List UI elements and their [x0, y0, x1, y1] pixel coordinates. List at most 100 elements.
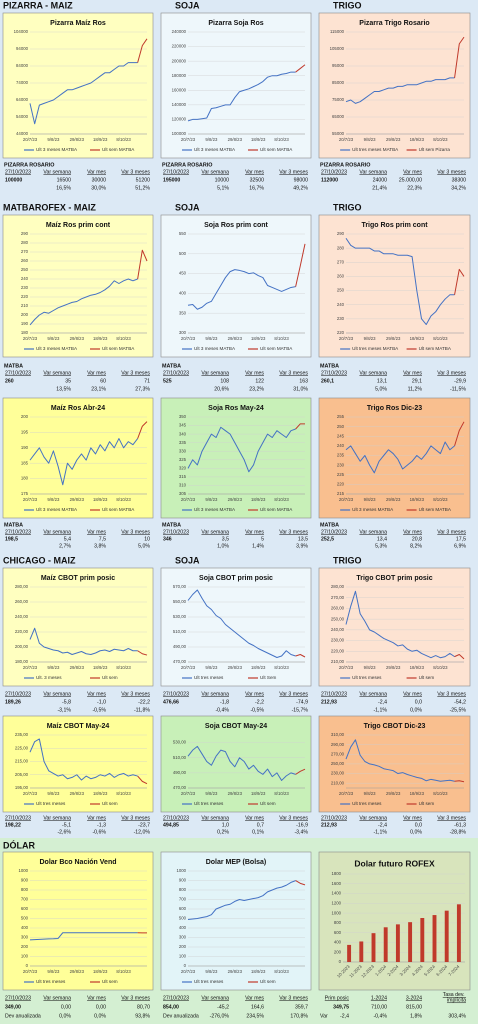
y-tick-label: 245: [337, 433, 345, 438]
x-tick-label: 9/8/23: [47, 791, 60, 796]
x-tick-label: 8/10/23: [274, 969, 289, 974]
table-header: 27/10/2023: [321, 815, 347, 821]
series-line: [29, 62, 138, 125]
y-tick-label: 300: [21, 935, 29, 940]
table-header: Var mes: [245, 995, 264, 1001]
y-tick-label: 550,00: [173, 599, 187, 604]
y-tick-label: 530,00: [173, 740, 187, 745]
legend-label: Ult 3 meses MATBA: [352, 507, 394, 512]
legend-label: Ult tres meses: [194, 801, 224, 806]
x-tick-label: 18/9/23: [410, 665, 425, 670]
table-cell: 24000: [373, 177, 388, 183]
x-tick-label: 18/9/23: [251, 665, 266, 670]
table-cell: 349,00: [5, 1004, 21, 1010]
y-tick-label: 75000: [332, 97, 345, 102]
y-tick-label: 64000: [16, 97, 29, 102]
bar: [408, 922, 413, 962]
y-tick-label: 100000: [172, 131, 187, 136]
table-cell: 6,9%: [454, 543, 466, 549]
x-tick-label: 29/8/23: [228, 969, 243, 974]
series-line: [454, 780, 465, 783]
table-cell: -16,9: [296, 822, 308, 828]
x-tick-label: 20/7/23: [181, 969, 196, 974]
y-tick-label: 100: [21, 954, 29, 959]
table-header: Var semana: [359, 370, 387, 376]
x-tick-label: 20/7/23: [23, 969, 38, 974]
chart-title: Pizarra Trigo Rosario: [359, 20, 429, 27]
table-header: Var 3 meses: [121, 529, 150, 535]
table-cell: 3,5: [222, 536, 229, 542]
y-tick-label: 490,00: [173, 770, 187, 775]
x-tick-label: 29/8/23: [386, 137, 401, 142]
table-cell: 349,75: [333, 1004, 349, 1010]
y-tick-label: 240,00: [15, 614, 29, 619]
legend-label: Ult Sem: [260, 675, 277, 680]
table-cell: 494,85: [163, 822, 179, 828]
table-header: Var mes: [245, 815, 264, 821]
x-tick-label: 9/8/23: [364, 137, 377, 142]
y-tick-label: 240,00: [331, 627, 345, 632]
x-tick-label: 9/8/23: [364, 791, 377, 796]
y-tick-label: 350: [179, 414, 187, 419]
section-header: DÓLAR: [3, 839, 35, 850]
table-cell: 13,4: [377, 536, 387, 542]
x-tick-label: 9/8/23: [205, 791, 218, 796]
y-tick-label: 320: [179, 465, 187, 470]
table-header: Var 3 meses: [121, 370, 150, 376]
y-tick-label: 260: [337, 274, 345, 279]
chart-panel: [2, 214, 154, 358]
table-cell: 49,2%: [293, 185, 308, 191]
y-tick-label: 0: [184, 963, 187, 968]
chart-title: Pizarra Soja Ros: [208, 20, 263, 27]
y-tick-label: 180,00: [15, 659, 29, 664]
x-tick-label: 29/8/23: [228, 497, 243, 502]
table-header: Var 3 meses: [437, 169, 466, 175]
x-tick-label: 20/7/23: [339, 336, 354, 341]
y-tick-label: 1000: [331, 910, 341, 915]
table-cell: 5,1%: [217, 185, 229, 191]
y-tick-label: 510,00: [173, 629, 187, 634]
y-tick-label: 400: [21, 925, 29, 930]
table-cell: -5,8: [62, 699, 71, 705]
y-tick-label: 280: [21, 240, 29, 245]
y-tick-label: 230: [337, 316, 345, 321]
y-tick-label: 44000: [16, 131, 29, 136]
x-tick-label: 29/8/23: [228, 137, 243, 142]
y-tick-label: 185: [21, 460, 29, 465]
bar: [359, 941, 364, 962]
table-header: Var semana: [43, 370, 71, 376]
x-tick-label: 29/8/23: [70, 137, 85, 142]
y-tick-label: 700: [21, 897, 29, 902]
x-tick-label: 9/8/23: [47, 137, 60, 142]
table-header: Var mes: [87, 815, 106, 821]
y-tick-label: 230: [21, 285, 29, 290]
series-line: [454, 421, 465, 447]
table-cell: 252,5: [321, 536, 334, 542]
table-header: 27/10/2023: [163, 815, 189, 821]
x-tick-label: 8/10/23: [433, 137, 448, 142]
y-tick-label: 490,00: [173, 644, 187, 649]
x-tick-label: 18/9/23: [251, 791, 266, 796]
table-cell: -11,8%: [134, 707, 150, 713]
table-cell: 80,70: [137, 1004, 150, 1010]
series-line: [454, 36, 465, 78]
x-tick-label: 8/10/23: [433, 336, 448, 341]
series-line: [187, 880, 296, 920]
table-cell: 0,2%: [217, 829, 229, 835]
series-line: [137, 249, 148, 280]
y-tick-label: 600: [21, 906, 29, 911]
table-cell: -276,0%: [210, 1013, 230, 1019]
y-tick-label: 74000: [16, 80, 29, 85]
legend-label: Ult sem: [102, 801, 118, 806]
y-tick-label: 800: [334, 920, 342, 925]
table-header: Var semana: [201, 529, 229, 535]
table-cell: 23,1%: [91, 386, 106, 392]
x-tick-label: 29/8/23: [386, 665, 401, 670]
table-cell: -15,7%: [292, 707, 309, 713]
series-line: [345, 590, 455, 659]
y-tick-label: 200000: [172, 58, 187, 63]
y-tick-label: 220,00: [331, 648, 345, 653]
legend-label: Ult 3 meses MATBA: [194, 346, 236, 351]
chart-panel: [160, 397, 312, 519]
table-cell: 100000: [5, 177, 22, 183]
